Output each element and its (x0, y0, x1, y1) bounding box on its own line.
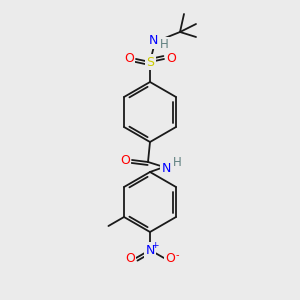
Text: O: O (125, 253, 135, 266)
Text: S: S (146, 56, 154, 68)
Text: N: N (161, 161, 171, 175)
Text: O: O (120, 154, 130, 166)
Text: H: H (160, 38, 168, 52)
Text: +: + (151, 241, 159, 250)
Text: O: O (124, 52, 134, 64)
Text: O: O (166, 52, 176, 64)
Text: H: H (172, 155, 182, 169)
Text: -: - (175, 250, 179, 260)
Text: O: O (165, 253, 175, 266)
Text: N: N (148, 34, 158, 47)
Text: N: N (145, 244, 155, 256)
